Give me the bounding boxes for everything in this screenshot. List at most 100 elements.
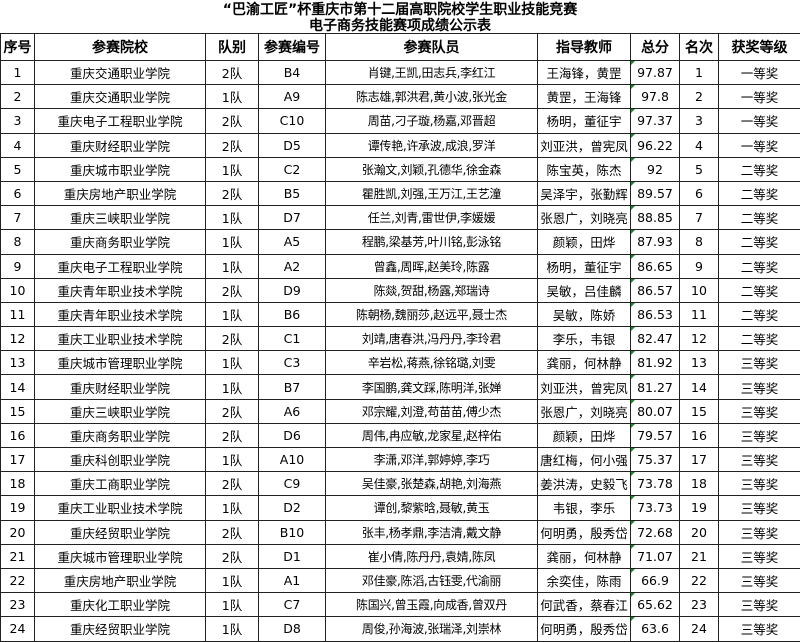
- table-row: 24 重庆经贸职业学院 1队 D8 周俊,孙海波,张瑞泽,刘崇林 何明勇，殷秀岱 63.6 2…: [0, 616, 800, 642]
- cell-teacher: 吴泽宇，张勤辉: [537, 180, 631, 207]
- cell-score: 79.57: [630, 422, 680, 449]
- cell-seq: 3: [0, 108, 35, 134]
- cell-award: 一等奖: [718, 108, 800, 134]
- cell-school: 重庆工业职业技术学院: [34, 326, 206, 352]
- cell-seq: 10: [0, 277, 35, 303]
- cell-code: A5: [258, 229, 326, 255]
- cell-team: 1队: [205, 616, 259, 642]
- cell-seq: 14: [0, 374, 35, 400]
- cell-score: 86.53: [630, 301, 680, 328]
- cell-members: 邓佳豪,陈滔,古钰雯,代渝丽: [325, 567, 538, 594]
- cell-rank: 16: [679, 422, 719, 449]
- cell-seq: 22: [0, 567, 35, 594]
- cell-seq: 17: [0, 446, 35, 473]
- cell-teacher: 张恩广，刘晓亮: [537, 398, 631, 424]
- cell-score: 86.57: [630, 277, 680, 303]
- cell-school: 重庆经贸职业学院: [34, 616, 206, 642]
- cell-code: A10: [258, 446, 326, 473]
- cell-members: 周俊,孙海波,张瑞泽,刘崇林: [325, 616, 538, 642]
- cell-rank: 1: [679, 59, 719, 86]
- cell-code: B10: [258, 519, 326, 545]
- cell-school: 重庆交通职业学院: [34, 84, 206, 110]
- cell-team: 2队: [205, 108, 259, 134]
- cell-code: C2: [258, 156, 326, 182]
- cell-members: 瞿胜凯,刘强,王万江,王艺潼: [325, 180, 538, 207]
- cell-members: 邓宗耀,刘澄,苟苗苗,傅少杰: [325, 398, 538, 424]
- cell-teacher: 王海锋，黄罡: [537, 59, 631, 86]
- cell-score: 73.73: [630, 495, 680, 521]
- cell-code: A9: [258, 84, 326, 110]
- cell-team: 2队: [205, 132, 259, 158]
- cell-members: 曾鑫,周晖,赵美玲,陈露: [325, 253, 538, 279]
- cell-award: 一等奖: [718, 59, 800, 86]
- col-header-team: 队别: [205, 33, 259, 61]
- cell-teacher: 韦银，李乐: [537, 495, 631, 521]
- cell-rank: 2: [679, 84, 719, 110]
- cell-school: 重庆商务职业学院: [34, 422, 206, 449]
- cell-members: 谭创,黎紫晗,聂敏,黄玉: [325, 495, 538, 521]
- cell-teacher: 余奕佳，陈雨: [537, 567, 631, 594]
- col-header-award: 获奖等级: [718, 33, 800, 61]
- document-subtitle: 电子商务技能赛项成绩公示表: [309, 18, 491, 34]
- cell-seq: 16: [0, 422, 35, 449]
- cell-rank: 14: [679, 374, 719, 400]
- cell-teacher: 张恩广，刘晓亮: [537, 205, 631, 231]
- cell-school: 重庆电子工程职业学院: [34, 253, 206, 279]
- cell-team: 2队: [205, 326, 259, 352]
- col-header-code: 参赛编号: [258, 33, 326, 61]
- cell-members: 陈志雄,郭洪君,黄小波,张光金: [325, 84, 538, 110]
- cell-school: 重庆经贸职业学院: [34, 519, 206, 545]
- cell-members: 任兰,刘青,雷世伊,李媛媛: [325, 205, 538, 231]
- cell-score: 81.92: [630, 350, 680, 376]
- cell-rank: 8: [679, 229, 719, 255]
- cell-seq: 12: [0, 326, 35, 352]
- cell-rank: 22: [679, 567, 719, 594]
- cell-team: 1队: [205, 205, 259, 231]
- table-row: 22 重庆房地产职业学院 1队 A1 邓佳豪,陈滔,古钰雯,代渝丽 余奕佳，陈雨 66.9 2…: [0, 567, 800, 594]
- cell-team: 1队: [205, 446, 259, 473]
- cell-award: 三等奖: [718, 567, 800, 594]
- cell-members: 吴佳豪,张楚森,胡艳,刘海燕: [325, 471, 538, 497]
- col-header-score: 总分: [630, 33, 680, 61]
- cell-score: 87.93: [630, 229, 680, 255]
- table-row: 9 重庆电子工程职业学院 1队 A2 曾鑫,周晖,赵美玲,陈露 杨明，董征宇 86.65 9 二…: [0, 253, 800, 279]
- table-row: 7 重庆三峡职业学院 1队 D7 任兰,刘青,雷世伊,李媛媛 张恩广，刘晓亮 88.85 7 二…: [0, 205, 800, 231]
- cell-seq: 23: [0, 592, 35, 618]
- cell-award: 三等奖: [718, 422, 800, 449]
- table-row: 3 重庆电子工程职业学院 2队 C10 周苗,刁子璇,杨嘉,邓晋超 杨明，董征宇 97.37…: [0, 108, 800, 134]
- cell-award: 二等奖: [718, 253, 800, 279]
- cell-team: 2队: [205, 519, 259, 545]
- table-row: 12 重庆工业职业技术学院 2队 C1 刘靖,唐春洪,冯丹丹,李玲君 李乐，韦银 82.47…: [0, 326, 800, 352]
- cell-score: 97.87: [630, 59, 680, 86]
- cell-rank: 11: [679, 301, 719, 328]
- cell-school: 重庆财经职业学院: [34, 374, 206, 400]
- col-header-rank: 名次: [679, 33, 719, 61]
- cell-school: 重庆城市管理职业学院: [34, 350, 206, 376]
- cell-members: 周伟,冉应敏,龙家星,赵梓佑: [325, 422, 538, 449]
- cell-team: 1队: [205, 567, 259, 594]
- cell-school: 重庆商务职业学院: [34, 229, 206, 255]
- cell-seq: 20: [0, 519, 35, 545]
- cell-rank: 7: [679, 205, 719, 231]
- cell-team: 1队: [205, 495, 259, 521]
- cell-code: C7: [258, 592, 326, 618]
- cell-team: 1队: [205, 253, 259, 279]
- cell-rank: 20: [679, 519, 719, 545]
- table-row: 23 重庆化工职业学院 1队 C7 陈国兴,曾玉霞,向成香,曾双丹 何武香，蔡春江 65.6…: [0, 592, 800, 618]
- cell-teacher: 唐红梅，何小强: [537, 446, 631, 473]
- cell-rank: 21: [679, 543, 719, 569]
- cell-award: 三等奖: [718, 471, 800, 497]
- cell-members: 陈国兴,曾玉霞,向成香,曾双丹: [325, 592, 538, 618]
- cell-seq: 2: [0, 84, 35, 110]
- table-row: 8 重庆商务职业学院 1队 A5 程鹏,梁基芳,叶川铭,彭泳铭 颜颖，田烨 87.93 8 二等…: [0, 229, 800, 255]
- cell-teacher: 李乐，韦银: [537, 326, 631, 352]
- cell-school: 重庆工业职业技术学院: [34, 495, 206, 521]
- cell-score: 92: [630, 156, 680, 182]
- cell-teacher: 刘亚洪，曾宪凤: [537, 374, 631, 400]
- cell-code: D7: [258, 205, 326, 231]
- cell-code: D8: [258, 616, 326, 642]
- cell-seq: 6: [0, 180, 35, 207]
- cell-members: 陈燚,贺甜,杨露,郑瑞诗: [325, 277, 538, 303]
- cell-school: 重庆电子工程职业学院: [34, 108, 206, 134]
- cell-school: 重庆房地产职业学院: [34, 567, 206, 594]
